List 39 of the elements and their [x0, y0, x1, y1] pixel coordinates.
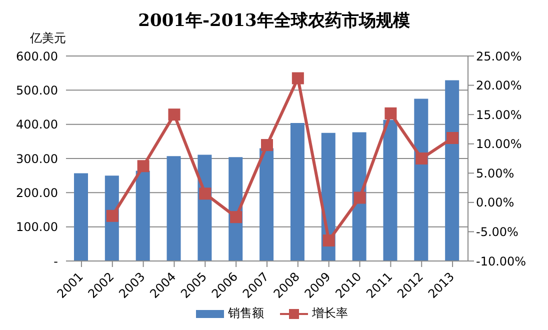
y-tick-label: 500.00	[16, 83, 58, 98]
bar	[260, 148, 274, 261]
point	[384, 107, 397, 120]
y-tick-label: -	[54, 254, 58, 268]
y2-tick-label: 25.00%	[476, 49, 522, 64]
y-axis-title: 亿美元	[30, 30, 66, 47]
y2-tick-label: 10.00%	[476, 137, 522, 152]
y-tick-label: 100.00	[16, 220, 58, 234]
point	[416, 152, 428, 164]
y2-tick-label: 20.00%	[476, 78, 522, 93]
point	[199, 188, 212, 200]
legend-label: 增长率	[312, 305, 348, 322]
point	[446, 132, 459, 144]
y-tick-label: 300.00	[16, 152, 58, 166]
y2-tick-label: -10.00%	[476, 254, 526, 268]
y2-tick-label: 0.00%	[476, 196, 514, 210]
y-tick-label: 400.00	[16, 118, 58, 132]
bar	[74, 173, 88, 261]
point	[322, 234, 335, 246]
y2-tick-label: 15.00%	[476, 108, 522, 122]
point	[354, 192, 366, 204]
bar	[383, 120, 398, 261]
bar	[414, 98, 428, 261]
y-tick-label: 200.00	[16, 186, 58, 200]
bar	[166, 156, 181, 261]
bar	[136, 170, 150, 261]
y-tick-label: 600.00	[16, 49, 58, 64]
point	[230, 211, 242, 224]
point	[106, 210, 118, 222]
chart-title: 2001年-2013年全球农药市场规模	[138, 11, 410, 31]
y2-tick-label: -5.00%	[476, 224, 518, 239]
point	[292, 72, 304, 84]
point	[261, 139, 273, 152]
bar	[445, 80, 460, 261]
point	[137, 160, 150, 172]
legend-label: 销售额	[228, 305, 264, 322]
y2-tick-label: 5.00%	[476, 166, 514, 180]
point	[168, 108, 180, 121]
bar	[290, 122, 304, 261]
